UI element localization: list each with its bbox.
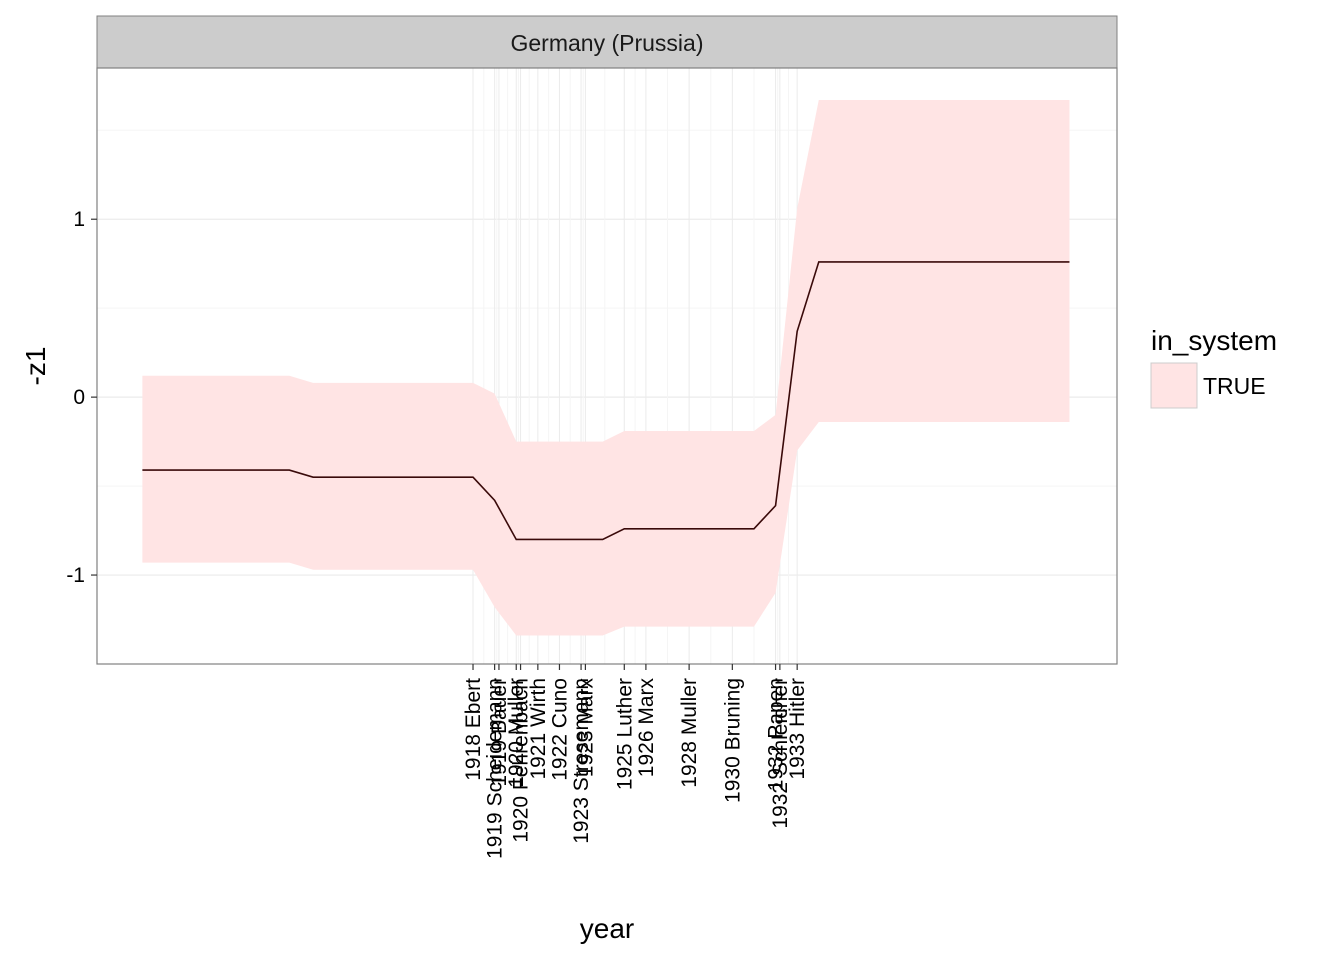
legend: in_system TRUE (1150, 325, 1277, 409)
x-tick-label: 1932 Papen (765, 678, 788, 791)
facet-label: Germany (Prussia) (511, 30, 704, 56)
x-tick-label: 1926 Marx (635, 678, 658, 778)
legend-label-true: TRUE (1203, 373, 1266, 399)
x-tick-label: 1920 Fehrenbach (510, 678, 533, 843)
legend-title: in_system (1151, 325, 1277, 356)
series-line (142, 261, 1070, 541)
x-axis-title: year (580, 913, 634, 944)
x-tick-label: 1923 Marx (574, 678, 597, 778)
x-tick-label: 1919 Bauer (488, 678, 511, 787)
y-tick-label: -1 (66, 564, 85, 587)
x-tick-label: 1933 Hitler (786, 678, 809, 780)
legend-key-true (1150, 362, 1198, 409)
y-tick-label: 1 (73, 208, 85, 231)
x-tick-label: 1932 Schleicher (769, 678, 792, 829)
x-tick-label: 1925 Luther (613, 678, 636, 790)
x-tick-label: 1922 Cuno (548, 678, 571, 781)
confidence-ribbon (142, 100, 1070, 636)
x-tick-label: 1921 Wirth (527, 678, 550, 780)
x-tick-label: 1920 Muller (505, 678, 528, 788)
facet-strip (96, 15, 1118, 69)
x-tick-label: 1930 Bruning (721, 678, 744, 803)
panel-border (96, 67, 1118, 665)
x-tick-label: 1928 Muller (678, 678, 701, 788)
y-tick-label: 0 (73, 386, 85, 409)
x-tick-label: 1918 Ebert (462, 678, 485, 781)
y-axis-title: -z1 (20, 347, 51, 386)
y-axis: -1 0 1 (66, 208, 97, 587)
x-tick-label: 1923 Stresemann (570, 678, 593, 844)
x-tick-label: 1919 Scheidemann (484, 678, 507, 859)
